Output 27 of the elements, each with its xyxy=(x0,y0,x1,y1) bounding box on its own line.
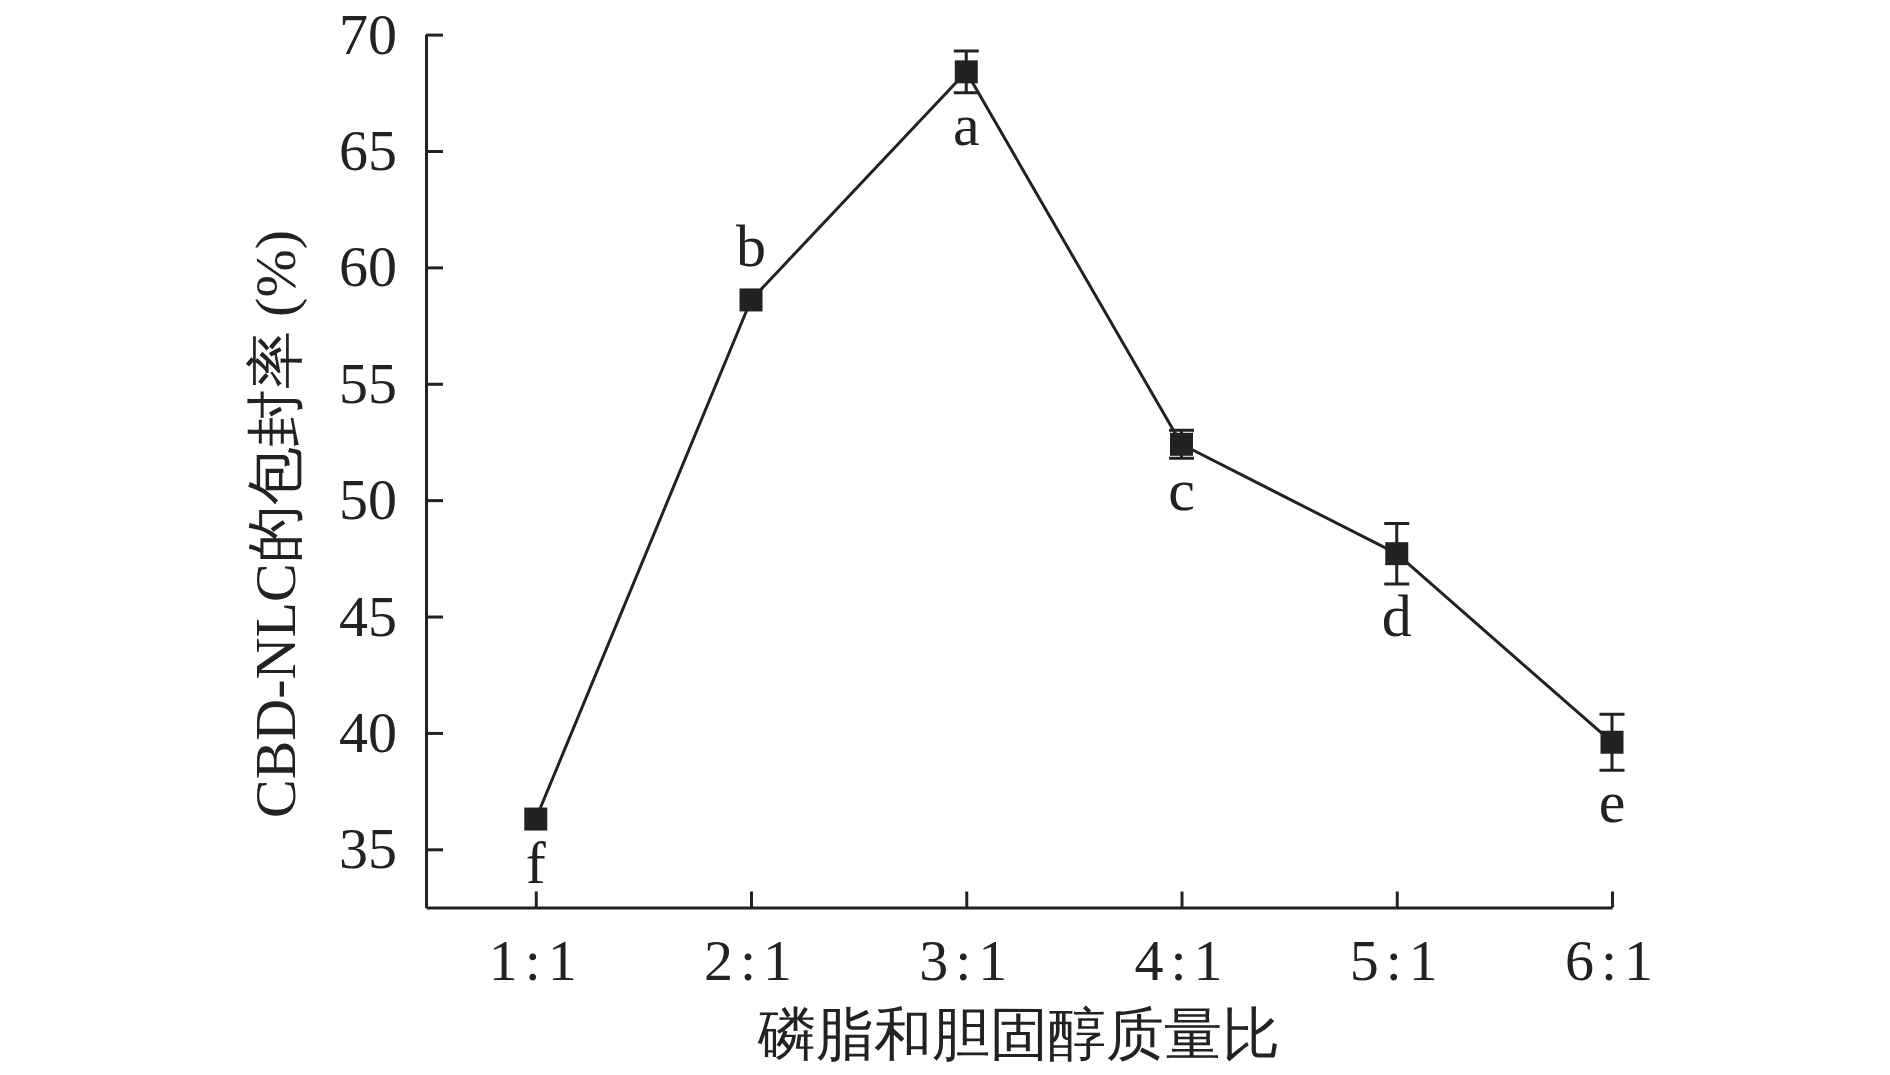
point xyxy=(739,288,763,312)
annotation: b xyxy=(736,213,767,280)
y-axis-title: CBD-NLC的包封率 (%) xyxy=(242,229,308,819)
annotation: e xyxy=(1598,769,1626,836)
annotation: d xyxy=(1381,582,1412,649)
y-tick-label: 35 xyxy=(339,816,397,882)
x-axis-title: 磷脂和胆固醇质量比 xyxy=(757,1001,1280,1067)
point xyxy=(1385,542,1409,566)
y-tick-label: 45 xyxy=(339,583,397,649)
x-tick-label: 5:1 xyxy=(1349,927,1445,993)
x-tick-label: 6:1 xyxy=(1564,927,1661,993)
y-tick-label: 40 xyxy=(339,699,397,765)
y-tick-label: 65 xyxy=(339,118,397,184)
point xyxy=(1600,730,1624,754)
x-tick-label: 1:1 xyxy=(488,927,584,993)
annotation: c xyxy=(1168,457,1195,524)
point xyxy=(524,807,548,831)
y-tick-label: 70 xyxy=(339,1,397,67)
y-tick-label: 50 xyxy=(339,467,397,533)
annotation: a xyxy=(952,91,980,158)
x-tick-label: 3:1 xyxy=(919,927,1015,993)
y-tick-label: 60 xyxy=(339,234,397,300)
x-tick-label: 2:1 xyxy=(703,927,800,993)
x-tick-label: 4:1 xyxy=(1134,927,1230,993)
y-tick-label: 55 xyxy=(339,350,397,416)
annotation: f xyxy=(525,829,546,896)
point xyxy=(954,60,978,84)
